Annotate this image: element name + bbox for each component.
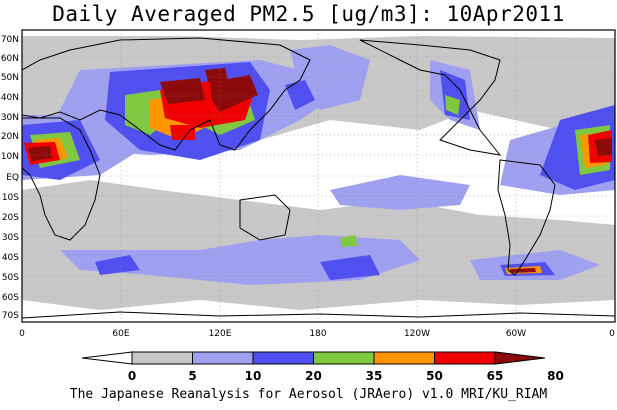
colorbar-level-label: 50 — [426, 369, 443, 383]
lon-tick-label: 120W — [404, 329, 430, 339]
colorbar-tip-high — [494, 351, 546, 365]
colorbar-tip-low — [81, 351, 133, 365]
lat-tick-label: 70S — [2, 311, 19, 321]
colorbar-level-label: 35 — [366, 369, 383, 383]
lat-tick-label: EQ — [6, 173, 19, 183]
lat-tick-label: 30S — [2, 233, 19, 243]
lon-tick-label: 60E — [112, 329, 129, 339]
lat-tick-label: 20S — [2, 213, 19, 223]
graticule — [22, 30, 615, 322]
colorbar-swatch — [192, 351, 254, 365]
colorbar-level-label: 5 — [188, 369, 196, 383]
lat-tick-label: 40S — [2, 253, 19, 263]
lat-tick-label: 50S — [2, 273, 19, 283]
latitude-axis: 70N 60N 50N 40N 30N 20N 10N EQ 10S 20S 3… — [1, 35, 19, 321]
lat-tick-label: 30N — [1, 113, 19, 123]
colorbar: 0 5 10 20 35 50 65 80 — [81, 351, 564, 383]
lon-tick-label: 60W — [506, 329, 526, 339]
lon-tick-label: 180 — [309, 329, 326, 339]
lat-tick-label: 20N — [1, 132, 19, 142]
lat-tick-label: 10N — [1, 152, 19, 162]
lat-tick-label: 10S — [2, 193, 19, 203]
lat-tick-label: 50N — [1, 73, 19, 83]
lon-tick-label: 0 — [609, 329, 615, 339]
lat-tick-label: 70N — [1, 35, 19, 45]
pm25-field — [22, 36, 615, 310]
colorbar-swatch — [373, 351, 435, 365]
colorbar-swatch — [252, 351, 314, 365]
credit-line: The Japanese Reanalysis for Aerosol (JRA… — [69, 387, 548, 402]
lon-tick-label: 0 — [19, 329, 25, 339]
colorbar-level-label: 0 — [128, 369, 136, 383]
colorbar-swatch — [131, 351, 193, 365]
map-frame — [21, 29, 616, 323]
colorbar-level-label: 80 — [547, 369, 564, 383]
longitude-axis: 0 60E 120E 180 120W 60W 0 — [19, 329, 615, 339]
colorbar-level-label: 20 — [305, 369, 322, 383]
lat-tick-label: 40N — [1, 93, 19, 103]
colorbar-level-label: 65 — [487, 369, 504, 383]
lon-tick-label: 120E — [209, 329, 232, 339]
colorbar-swatch — [434, 351, 496, 365]
colorbar-level-label: 10 — [245, 369, 262, 383]
lat-tick-label: 60N — [1, 54, 19, 64]
pm25-layer-80-plus — [28, 68, 612, 273]
map-title: Daily Averaged PM2.5 [ug/m3]: 10Apr2011 — [52, 2, 565, 26]
lat-tick-label: 60S — [2, 293, 19, 303]
coastlines — [22, 37, 615, 319]
colorbar-swatch — [313, 351, 375, 365]
